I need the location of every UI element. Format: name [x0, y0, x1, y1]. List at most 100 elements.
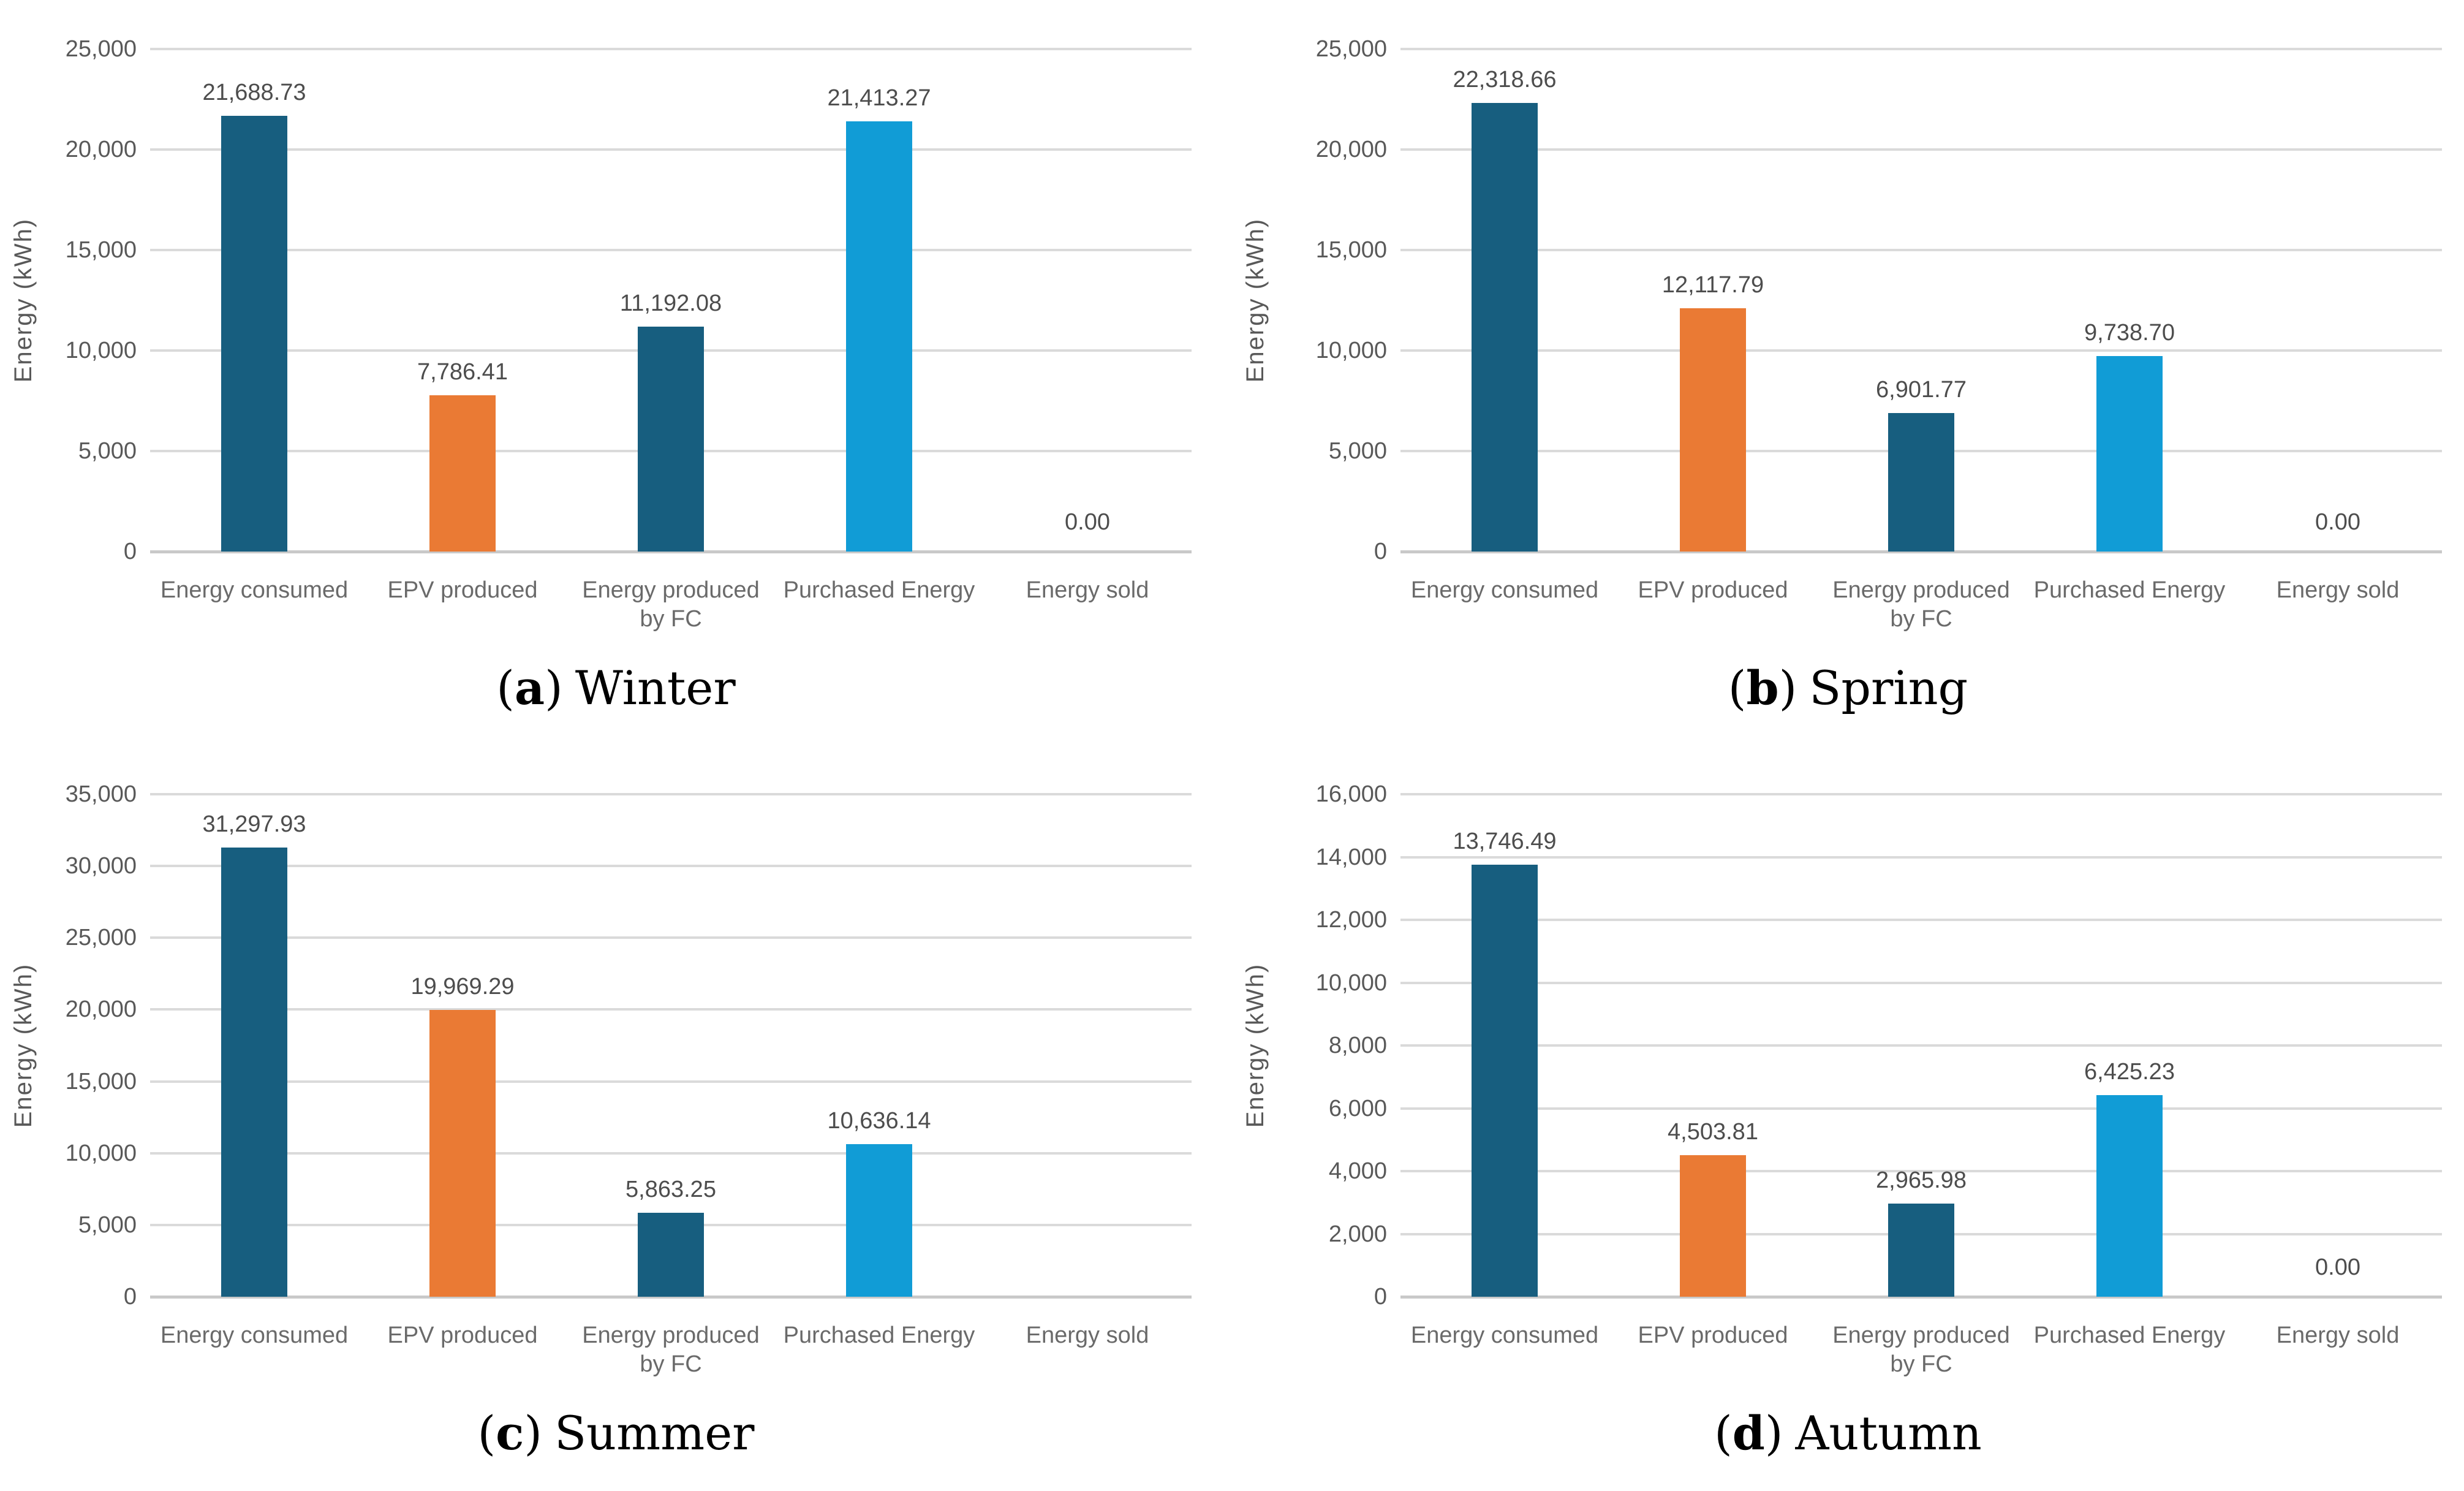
- caption-autumn: (d) Autumn: [1232, 1406, 2464, 1460]
- chart-panel-autumn: Energy (kWh) (d) Autumn 16,000 14,000 12,00…: [1232, 745, 2464, 1491]
- category-label-epv-produced: EPV produced: [387, 1322, 538, 1348]
- y-tick-8,000: 8,000: [1328, 1033, 1387, 1058]
- caption-paren-close: ): [1764, 1406, 1783, 1460]
- value-label-purchased-energy: 21,413.27: [827, 85, 931, 111]
- y-tick-5,000: 5,000: [78, 438, 137, 464]
- bar-energy-consumed: [221, 847, 287, 1297]
- bar-energy-consumed: [1472, 102, 1538, 552]
- category-label-energy-produced-by-fc: Energy produced by FC: [1832, 1322, 2010, 1377]
- y-tick-5,000: 5,000: [1328, 438, 1387, 464]
- bar-epv-produced: [1680, 308, 1746, 552]
- category-label-purchased-energy: Purchased Energy: [2033, 577, 2226, 603]
- value-label-energy-produced-by-fc: 11,192.08: [619, 290, 722, 316]
- y-tick-35,000: 35,000: [65, 781, 137, 807]
- bar-energy-consumed: [1472, 865, 1538, 1297]
- bar-purchased-energy: [2096, 355, 2163, 552]
- caption-paren-open: (: [496, 661, 515, 715]
- gridline-6,000: [1400, 1107, 2442, 1110]
- y-tick-10,000: 10,000: [1315, 338, 1387, 363]
- value-label-energy-produced-by-fc: 5,863.25: [625, 1176, 716, 1202]
- bar-energy-produced-by-fc: [638, 326, 704, 552]
- y-tick-30,000: 30,000: [65, 853, 137, 879]
- y-tick-20,000: 20,000: [65, 996, 137, 1023]
- y-tick-4,000: 4,000: [1328, 1158, 1387, 1184]
- caption-spring: (b) Spring: [1232, 661, 2464, 715]
- value-label-energy-consumed: 13,746.49: [1453, 829, 1557, 855]
- category-label-epv-produced: EPV produced: [1638, 1322, 1788, 1348]
- x-axis-line: [1400, 1296, 2442, 1299]
- caption-paren-close: ): [545, 661, 563, 715]
- gridline-15,000: [150, 1080, 1192, 1083]
- bar-energy-produced-by-fc: [1888, 1203, 1954, 1297]
- category-label-energy-produced-by-fc: Energy produced by FC: [582, 1322, 760, 1377]
- gridline-15,000: [150, 249, 1192, 251]
- category-label-purchased-energy: Purchased Energy: [2033, 1322, 2226, 1348]
- value-label-energy-consumed: 31,297.93: [202, 811, 306, 837]
- y-tick-20,000: 20,000: [65, 137, 137, 162]
- y-tick-0: 0: [123, 1284, 137, 1310]
- gridline-25,000: [1400, 48, 2442, 50]
- value-label-energy-sold: 0.00: [1065, 509, 1110, 535]
- caption-paren-close: ): [524, 1406, 543, 1460]
- chart-panel-summer: Energy (kWh) (c) Summer 35,000 30,000 25,00…: [0, 745, 1232, 1491]
- gridline-8,000: [1400, 1044, 2442, 1047]
- caption-paren-open: (: [1714, 1406, 1733, 1460]
- gridline-10,000: [1400, 349, 2442, 352]
- category-label-energy-consumed: Energy consumed: [160, 1322, 349, 1348]
- x-axis-line: [150, 1296, 1192, 1299]
- value-label-purchased-energy: 6,425.23: [2084, 1058, 2175, 1085]
- y-tick-15,000: 15,000: [1315, 237, 1387, 263]
- chart-panel-winter: Energy (kWh) (a) Winter 25,000 20,000 15,00…: [0, 0, 1232, 745]
- value-label-purchased-energy: 9,738.70: [2084, 319, 2175, 346]
- value-label-energy-consumed: 21,688.73: [202, 79, 306, 105]
- gridline-20,000: [150, 1008, 1192, 1011]
- y-tick-0: 0: [123, 539, 137, 564]
- category-label-energy-produced-by-fc: Energy produced by FC: [582, 577, 760, 632]
- bar-purchased-energy: [2096, 1095, 2163, 1297]
- gridline-20,000: [150, 148, 1192, 151]
- category-label-energy-produced-by-fc: Energy produced by FC: [1832, 577, 2010, 632]
- caption-winter: (a) Winter: [0, 661, 1232, 715]
- bar-epv-produced: [429, 395, 496, 552]
- x-axis-line: [150, 550, 1192, 553]
- y-tick-6,000: 6,000: [1328, 1095, 1387, 1121]
- caption-season: Spring: [1809, 661, 1968, 715]
- caption-letter: d: [1732, 1406, 1765, 1460]
- value-label-epv-produced: 19,969.29: [410, 974, 515, 1000]
- bar-energy-produced-by-fc: [1888, 412, 1954, 552]
- value-label-purchased-energy: 10,636.14: [827, 1107, 931, 1134]
- caption-letter: b: [1746, 661, 1779, 715]
- value-label-epv-produced: 12,117.79: [1661, 271, 1764, 298]
- caption-season: Winter: [575, 661, 736, 715]
- value-label-energy-sold: 0.00: [2315, 509, 2360, 535]
- value-label-energy-produced-by-fc: 2,965.98: [1876, 1167, 1967, 1193]
- gridline-10,000: [1400, 981, 2442, 984]
- caption-season: Summer: [554, 1406, 755, 1460]
- gridline-20,000: [1400, 148, 2442, 151]
- chart-panel-spring: Energy (kWh) (b) Spring 25,000 20,000 15,00…: [1232, 0, 2464, 745]
- bar-purchased-energy: [846, 1144, 912, 1297]
- caption-letter: a: [514, 661, 545, 715]
- value-label-energy-consumed: 22,318.66: [1453, 66, 1557, 93]
- gridline-14,000: [1400, 856, 2442, 859]
- y-tick-0: 0: [1374, 539, 1387, 564]
- y-tick-2,000: 2,000: [1328, 1221, 1387, 1247]
- caption-season: Autumn: [1795, 1406, 1982, 1460]
- y-tick-20,000: 20,000: [1315, 137, 1387, 162]
- gridline-16,000: [1400, 793, 2442, 795]
- category-label-energy-consumed: Energy consumed: [1410, 577, 1599, 603]
- gridline-10,000: [150, 1151, 1192, 1155]
- category-label-purchased-energy: Purchased Energy: [783, 577, 975, 603]
- category-label-epv-produced: EPV produced: [1638, 577, 1788, 603]
- caption-summer: (c) Summer: [0, 1406, 1232, 1460]
- bar-energy-produced-by-fc: [638, 1212, 704, 1297]
- category-label-energy-sold: Energy sold: [2276, 577, 2400, 603]
- category-label-energy-sold: Energy sold: [1026, 1322, 1149, 1348]
- bar-epv-produced: [429, 1010, 496, 1297]
- gridline-30,000: [150, 865, 1192, 868]
- y-tick-10,000: 10,000: [65, 338, 137, 363]
- category-label-energy-sold: Energy sold: [2276, 1322, 2400, 1348]
- category-label-energy-sold: Energy sold: [1026, 577, 1149, 603]
- y-tick-25,000: 25,000: [1315, 36, 1387, 62]
- y-tick-14,000: 14,000: [1315, 844, 1387, 870]
